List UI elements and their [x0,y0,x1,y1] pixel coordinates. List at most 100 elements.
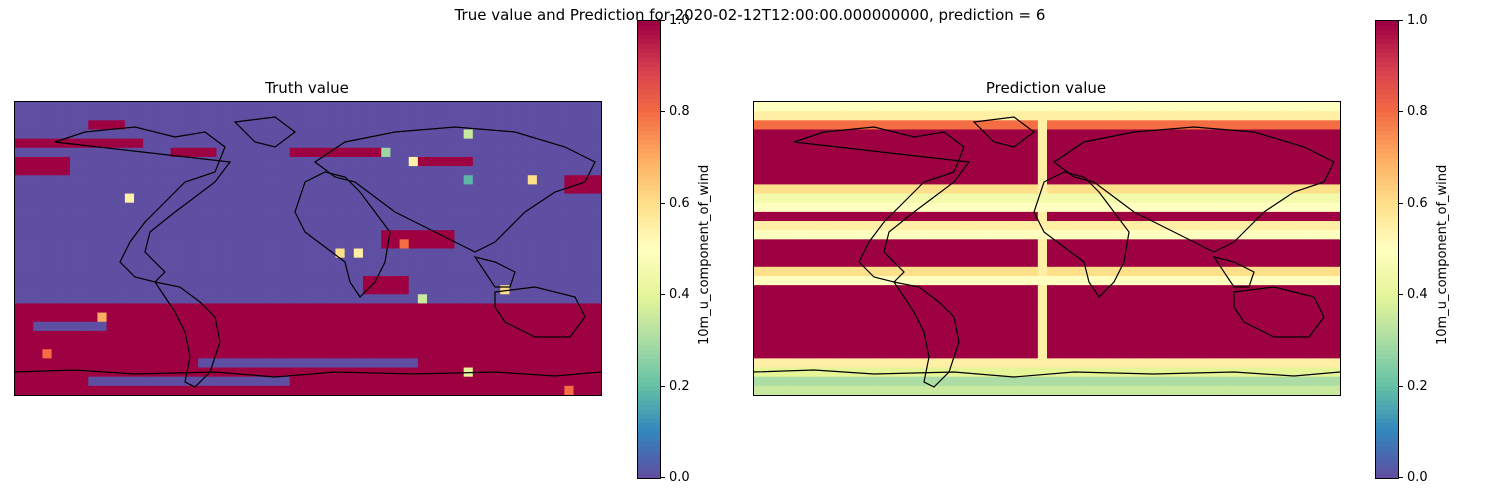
prediction-cell [1056,294,1066,304]
truth-cell [24,239,34,249]
truth-cell [454,221,465,231]
prediction-cell [1138,340,1149,350]
colorbar-segment [1376,281,1398,287]
prediction-cell [918,312,929,323]
prediction-cell [1074,111,1085,121]
prediction-cell [909,138,920,149]
prediction-cell [1092,294,1103,304]
coastline-4 [1052,126,1335,253]
truth-cell [362,102,373,112]
truth-cell [381,266,391,277]
truth-cell [88,312,98,323]
prediction-cell [836,175,846,185]
truth-cell [253,230,263,240]
prediction-cell [1047,275,1057,286]
prediction-cell [845,230,856,240]
truth-cell [115,175,126,185]
prediction-cell [964,202,975,213]
prediction-cell [873,193,883,204]
truth-cell [243,330,254,341]
truth-cell [481,312,492,323]
truth-cell [280,266,291,277]
prediction-cell [781,111,792,121]
prediction-cell [1303,303,1313,313]
truth-cell [372,166,382,176]
truth-cell [253,193,263,204]
prediction-cell [1193,321,1204,332]
truth-cell [399,230,410,240]
prediction-cell [1184,239,1194,249]
truth-cell [42,349,53,359]
prediction-cell [1019,367,1030,378]
prediction-cell [808,367,819,378]
truth-cell [491,221,501,231]
prediction-cell [1266,321,1277,332]
truth-cell [24,257,34,268]
prediction-cell [1056,376,1066,387]
prediction-cell [1321,175,1332,185]
prediction-cell [1083,303,1094,313]
prediction-cell [1202,330,1213,341]
prediction-cell [873,184,883,194]
prediction-cell [946,294,956,304]
prediction-cell [1175,275,1185,286]
truth-cell [188,138,199,149]
truth-cell [253,156,263,167]
prediction-cell [964,303,975,313]
coastline-7 [754,369,1340,378]
truth-cell [289,294,300,304]
prediction-cell [1175,312,1185,323]
prediction-cell [918,266,929,277]
truth-cell [33,376,43,387]
prediction-cell [1175,340,1185,350]
prediction-cell [1230,285,1240,295]
truth-cell [79,129,89,140]
truth-cell [509,156,519,167]
prediction-cell [1230,349,1240,359]
prediction-cell [1001,120,1011,130]
truth-cell [481,294,492,304]
truth-cell [298,266,309,277]
truth-cell [362,312,373,323]
colorbar-segment [1376,25,1398,31]
colorbar-segment [1376,404,1398,410]
truth-cell [500,230,510,240]
prediction-cell [1285,211,1295,222]
truth-cell [60,266,71,277]
prediction-cell [1047,129,1057,140]
truth-cell [262,129,272,140]
prediction-cell [1056,138,1066,149]
prediction-cell [1330,285,1340,295]
prediction-cell [772,138,782,149]
truth-cell [372,221,382,231]
colorbar-segment [1376,322,1398,328]
prediction-cell [1239,303,1249,313]
truth-cell [216,358,226,368]
prediction-cell [1330,166,1340,176]
prediction-cell [1294,120,1304,130]
truth-cell [161,120,172,130]
prediction-cell [1230,248,1240,259]
truth-cell [335,248,346,259]
prediction-cell [1202,211,1213,222]
truth-cell [362,120,373,130]
truth-cell [555,285,565,295]
prediction-cell [1019,239,1030,249]
prediction-cell [772,367,782,378]
prediction-cell [982,275,993,286]
prediction-cell [1047,321,1057,332]
truth-cell [500,138,510,149]
prediction-cell [973,138,984,149]
prediction-cell [1220,312,1231,323]
prediction-cell [1321,156,1332,167]
truth-cell [399,248,410,259]
prediction-cell [1065,330,1075,341]
truth-cell [582,175,593,185]
truth-cell [582,294,593,304]
prediction-cell [1111,202,1121,213]
truth-cell [42,211,53,222]
truth-cell [481,376,492,387]
prediction-cell [982,129,993,140]
prediction-cell [1166,239,1176,249]
prediction-cell [1147,340,1158,350]
